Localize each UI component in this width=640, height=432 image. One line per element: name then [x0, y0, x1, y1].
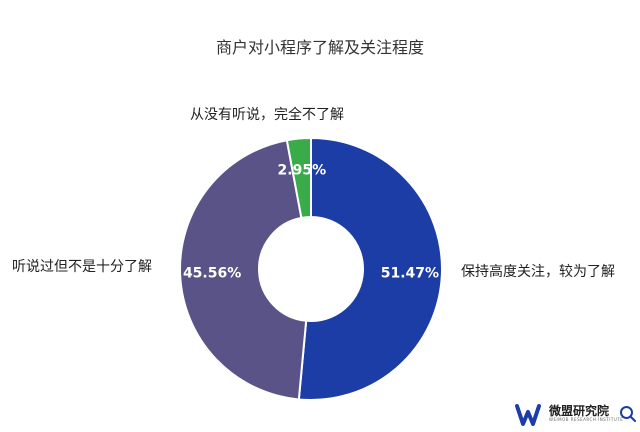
- brand-name: 微盟研究院: [549, 404, 610, 418]
- category-label-never: 从没有听说，完全不了解: [190, 107, 344, 123]
- chart-title: 商户对小程序了解及关注程度: [215, 38, 424, 57]
- brand-mark-icon: [515, 404, 541, 426]
- slice-value-label-1: 45.56%: [183, 266, 241, 282]
- search-icon: [620, 406, 636, 422]
- slice-value-label-2: 2.95%: [278, 162, 327, 178]
- brand-logo: 微盟研究院 WEIMOB RESEARCH INSTITUTE: [515, 400, 640, 428]
- slice-value-label-0: 51.47%: [381, 266, 439, 282]
- brand-subtitle: WEIMOB RESEARCH INSTITUTE: [549, 417, 624, 422]
- category-label-focused: 保持高度关注，较为了解: [461, 264, 615, 280]
- donut-slice-2: [285, 136, 312, 220]
- category-label-heard: 听说过但不是十分了解: [12, 259, 152, 275]
- donut-slice-0: [297, 136, 443, 401]
- donut-slice-1: [179, 139, 308, 401]
